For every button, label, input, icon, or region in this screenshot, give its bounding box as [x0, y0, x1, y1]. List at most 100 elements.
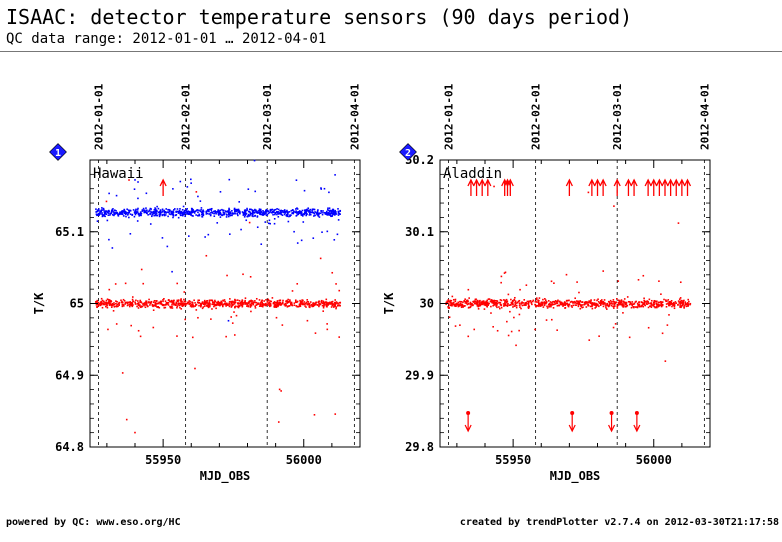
data-point: [201, 301, 204, 303]
data-point: [256, 303, 258, 306]
data-point: [198, 304, 200, 307]
data-point: [291, 304, 294, 307]
data-point: [171, 213, 174, 216]
data-point: [198, 214, 201, 217]
data-point: [105, 302, 107, 305]
data-point: [490, 301, 493, 303]
outlier-arrow-head: [644, 178, 652, 187]
data-point: [284, 211, 287, 214]
data-point: [259, 304, 262, 306]
data-point: [278, 299, 281, 302]
data-point: [155, 212, 158, 215]
data-point: [326, 230, 329, 233]
data-point: [146, 212, 148, 214]
data-point: [144, 304, 147, 306]
data-point: [183, 209, 186, 212]
data-point: [631, 303, 634, 306]
data-point: [124, 282, 127, 285]
data-point: [170, 299, 173, 302]
data-point: [510, 298, 512, 301]
data-point: [97, 301, 100, 304]
data-point: [279, 210, 281, 212]
data-point: [472, 300, 474, 303]
data-point: [172, 211, 175, 214]
data-point: [244, 303, 246, 305]
data-point: [548, 305, 550, 308]
data-point: [506, 305, 509, 307]
data-point: [215, 303, 218, 306]
data-point: [306, 319, 309, 322]
data-point: [123, 212, 126, 215]
data-point: [170, 213, 172, 216]
outlier-arrow-head: [633, 424, 641, 433]
data-point: [537, 301, 540, 304]
data-point: [617, 301, 620, 304]
data-point: [516, 301, 519, 304]
data-point: [619, 302, 622, 304]
data-point: [299, 210, 301, 213]
data-point: [300, 301, 302, 304]
data-point: [489, 300, 492, 303]
data-point: [123, 300, 126, 302]
data-point: [569, 301, 572, 303]
data-point: [156, 302, 158, 305]
data-point: [191, 301, 194, 304]
data-point: [330, 302, 333, 304]
data-point: [460, 304, 463, 306]
data-point: [589, 301, 592, 303]
data-point: [279, 211, 282, 214]
data-point: [273, 306, 276, 308]
data-point: [101, 306, 104, 309]
data-point: [292, 209, 294, 212]
data-point: [301, 213, 303, 215]
data-point: [301, 209, 304, 212]
data-point: [145, 192, 148, 195]
data-point: [687, 304, 689, 307]
data-point: [308, 302, 310, 305]
data-point: [198, 299, 200, 302]
data-point: [579, 300, 582, 303]
data-point: [668, 314, 670, 316]
data-point: [319, 257, 322, 260]
data-point: [544, 302, 546, 305]
data-point: [550, 280, 553, 283]
data-point: [183, 303, 186, 306]
data-point: [170, 300, 173, 303]
data-point: [208, 210, 210, 213]
data-point: [334, 212, 337, 214]
data-point: [578, 301, 581, 304]
data-point: [217, 211, 220, 213]
data-point: [324, 212, 327, 215]
data-point: [97, 209, 100, 212]
data-point: [303, 301, 306, 303]
data-point: [512, 306, 514, 308]
data-point: [297, 211, 299, 213]
data-point: [149, 212, 151, 215]
data-point: [630, 306, 633, 309]
data-point: [142, 282, 145, 285]
data-point: [299, 211, 301, 214]
data-point: [585, 306, 588, 308]
data-point: [254, 301, 256, 304]
data-point: [234, 305, 236, 308]
data-point: [514, 305, 516, 307]
data-point: [327, 302, 330, 304]
data-point: [277, 421, 280, 423]
data-point: [117, 215, 120, 217]
data-point: [116, 305, 118, 307]
data-point: [495, 304, 498, 306]
data-point: [152, 305, 154, 308]
data-point: [550, 305, 552, 308]
data-point: [128, 301, 130, 304]
data-point: [176, 305, 179, 308]
date-marker-label: 2012-02-01: [530, 83, 543, 150]
data-point: [299, 302, 302, 305]
data-point: [208, 208, 210, 211]
data-point: [207, 233, 210, 236]
data-point: [214, 303, 216, 306]
data-point: [168, 299, 170, 301]
data-point: [328, 303, 331, 305]
data-point: [159, 213, 162, 215]
data-point: [673, 303, 676, 305]
data-point: [335, 307, 337, 310]
